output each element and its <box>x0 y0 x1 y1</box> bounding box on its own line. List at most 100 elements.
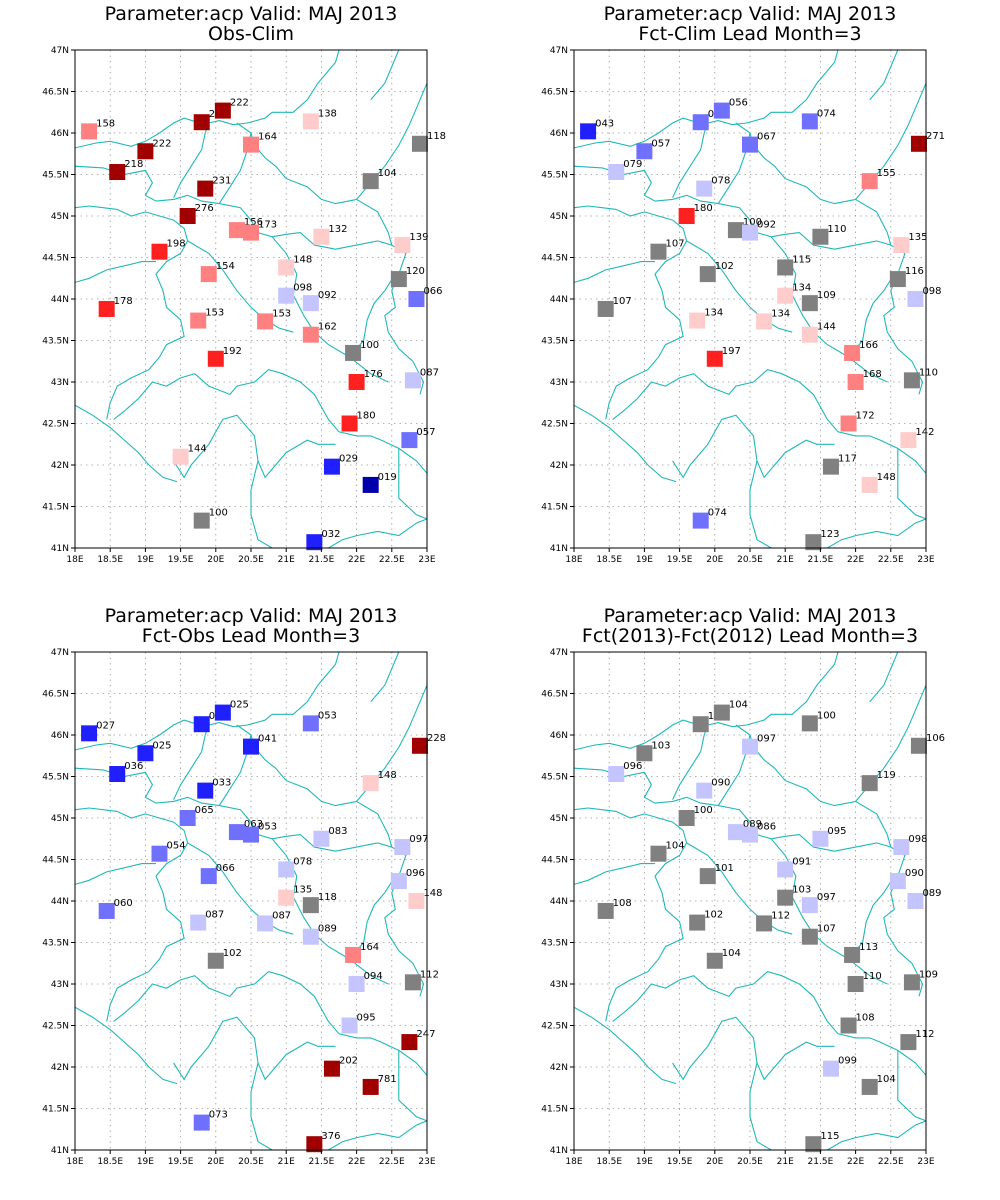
station-value-label: 148 <box>378 770 397 781</box>
lon-tick-label: 19E <box>636 555 653 565</box>
lon-tick-label: 18E <box>66 555 83 565</box>
panel-title-line-2: Fct-Obs Lead Month=3 <box>142 625 360 647</box>
station-value-label: 110 <box>863 971 882 982</box>
station-value-label: 135 <box>293 885 312 896</box>
panel-title-line-1: Parameter:acp Valid: MAJ 2013 <box>105 605 398 627</box>
border-line <box>612 970 926 1076</box>
station-marker <box>341 415 358 432</box>
station-marker <box>893 237 910 254</box>
border-line <box>187 240 294 333</box>
station-marker <box>401 1034 418 1051</box>
lat-tick-label: 45.5N <box>541 773 568 783</box>
station-marker <box>98 902 115 919</box>
panel-title-line-1: Parameter:acp Valid: MAJ 2013 <box>604 605 897 627</box>
border-line <box>686 842 793 935</box>
station-value-label: 060 <box>114 898 133 909</box>
station-value-label: 153 <box>205 308 224 319</box>
station-value-label: 025 <box>152 740 171 751</box>
station-value-label: 142 <box>915 427 934 438</box>
lon-tick-label: 21.5E <box>309 1157 335 1167</box>
station-marker <box>109 164 126 181</box>
station-marker <box>137 745 154 762</box>
border-line <box>75 261 156 283</box>
station-marker <box>692 114 709 131</box>
station-marker <box>207 350 224 367</box>
station-marker <box>907 893 924 909</box>
lat-tick-label: 45N <box>550 814 568 824</box>
station-value-label: 100 <box>694 805 713 816</box>
station-marker <box>98 300 115 317</box>
station-marker <box>713 704 730 721</box>
station-value-label: 087 <box>420 367 439 378</box>
station-marker <box>193 1114 210 1131</box>
station-marker <box>742 826 758 843</box>
station-marker <box>345 946 362 963</box>
station-marker <box>861 173 878 190</box>
border-line <box>349 875 396 960</box>
station-value-label: 100 <box>360 340 379 351</box>
lat-tick-label: 42N <box>550 1063 568 1073</box>
station-marker <box>650 243 667 260</box>
station-value-label: 164 <box>258 132 277 143</box>
station-value-label: 103 <box>792 885 811 896</box>
station-marker <box>81 123 98 140</box>
station-marker <box>689 914 706 931</box>
lon-tick-label: 19.5E <box>667 1157 693 1167</box>
station-value-label: 276 <box>195 203 214 214</box>
station-value-label: 228 <box>427 733 446 744</box>
lat-tick-label: 46N <box>51 129 69 139</box>
lat-tick-label: 42.5N <box>42 1022 69 1032</box>
station-marker <box>777 889 794 906</box>
station-value-label: 231 <box>212 176 231 187</box>
lon-tick-label: 21.5E <box>309 555 335 565</box>
lon-tick-label: 23E <box>917 555 934 565</box>
station-marker <box>408 893 425 909</box>
station-marker <box>812 228 829 245</box>
station-marker <box>404 372 421 389</box>
station-marker <box>302 928 319 945</box>
station-marker <box>847 976 864 992</box>
station-value-label: 027 <box>96 720 115 731</box>
station-value-label: 078 <box>711 176 730 187</box>
station-marker <box>678 208 695 224</box>
lon-tick-label: 20E <box>706 1157 723 1167</box>
border-line <box>749 460 772 548</box>
lon-tick-label: 19.5E <box>168 555 194 565</box>
lon-tick-label: 20E <box>207 555 224 565</box>
lon-tick-label: 22.5E <box>878 1157 904 1167</box>
station-value-label: 087 <box>205 910 224 921</box>
lat-tick-label: 44.5N <box>541 856 568 866</box>
station-value-label: 176 <box>364 369 383 380</box>
station-marker <box>844 946 861 963</box>
border-line <box>686 240 793 333</box>
station-marker <box>411 135 428 152</box>
station-value-label: 148 <box>293 254 312 265</box>
station-value-label: 153 <box>272 308 291 319</box>
station-value-label: 108 <box>613 898 632 909</box>
station-value-label: 074 <box>817 108 836 119</box>
station-value-label: 113 <box>859 942 878 953</box>
station-marker <box>597 902 614 919</box>
station-value-label: 247 <box>416 1029 435 1040</box>
station-value-label: 057 <box>416 427 435 438</box>
station-marker <box>390 873 407 890</box>
station-value-label: 025 <box>230 700 249 711</box>
station-value-label: 087 <box>272 910 291 921</box>
station-value-label: 029 <box>339 454 358 465</box>
station-marker <box>190 914 207 931</box>
lat-tick-label: 46.5N <box>541 88 568 98</box>
lon-tick-label: 23E <box>917 1157 934 1167</box>
lat-tick-label: 46N <box>550 731 568 741</box>
station-value-label: 118 <box>427 131 446 142</box>
lat-tick-label: 43N <box>550 980 568 990</box>
station-value-label: 100 <box>817 710 836 721</box>
station-value-label: 154 <box>216 261 235 272</box>
station-value-label: 098 <box>922 286 941 297</box>
border-line <box>328 518 427 548</box>
border-line <box>75 652 340 751</box>
lon-tick-label: 21.5E <box>808 1157 834 1167</box>
border-line <box>75 205 189 420</box>
border-line <box>672 724 709 800</box>
station-marker <box>197 782 214 799</box>
